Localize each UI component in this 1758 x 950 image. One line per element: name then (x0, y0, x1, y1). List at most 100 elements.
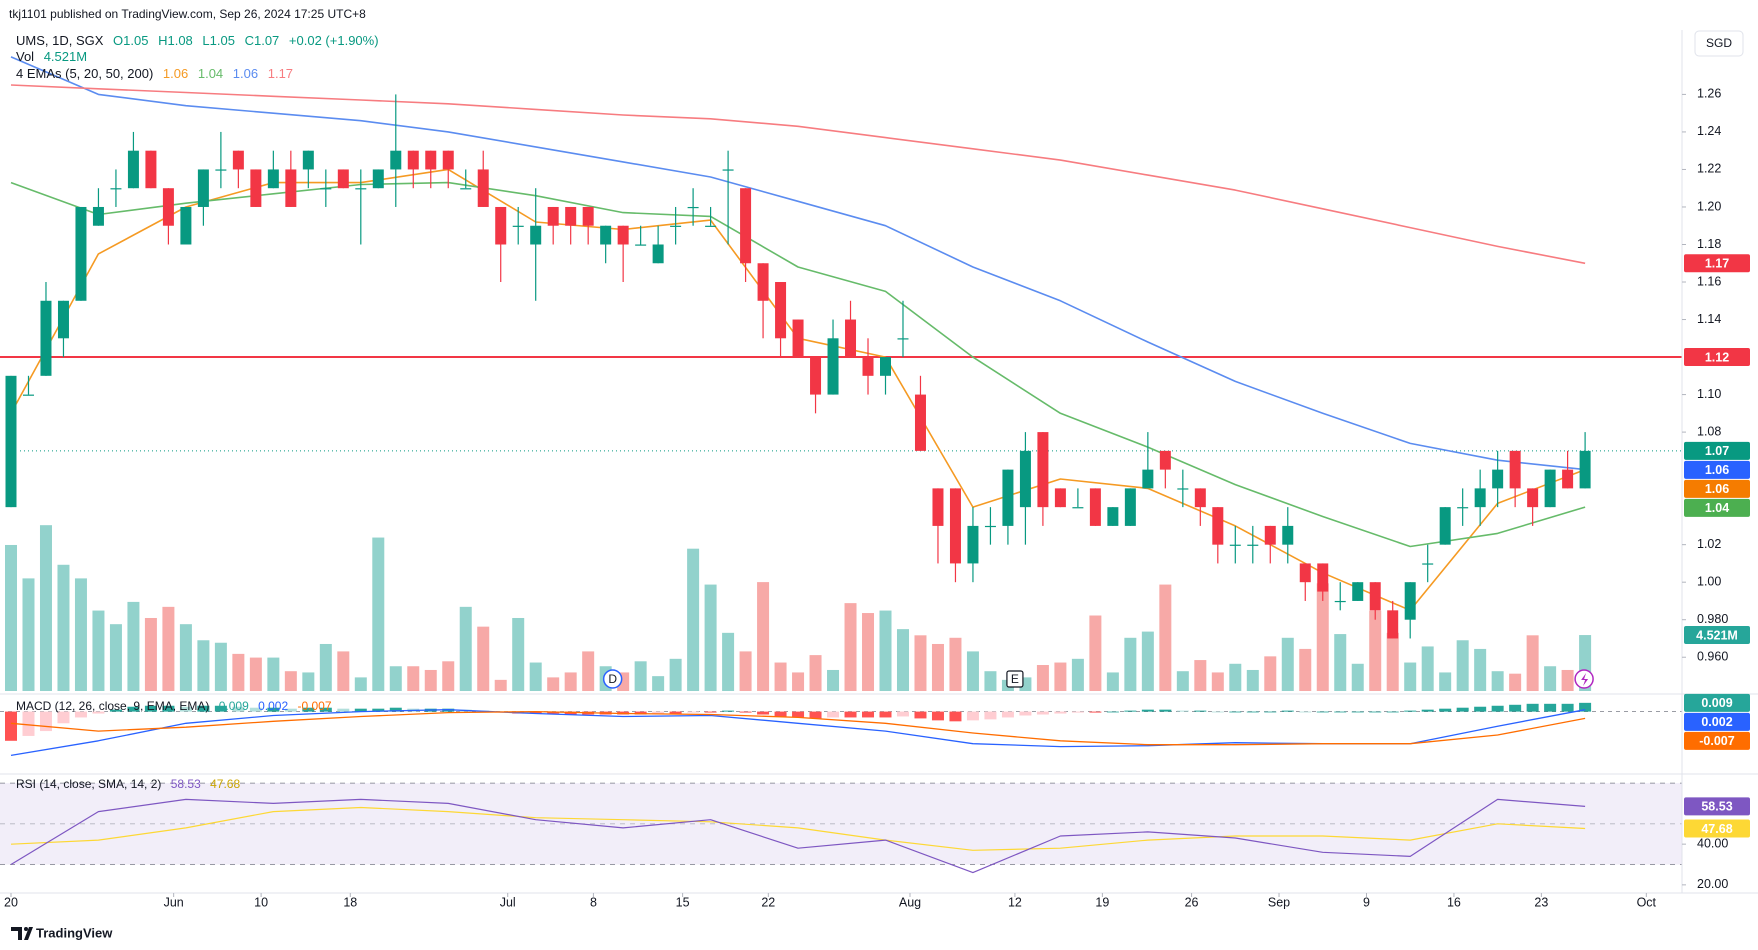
price-badge-label: 1.07 (1705, 444, 1729, 458)
volume-bar (284, 671, 297, 691)
price-badge (1684, 731, 1750, 750)
volume-bar (127, 601, 140, 691)
volume-bar (232, 653, 245, 691)
candle-body (600, 225, 612, 245)
volume-bar (1071, 658, 1084, 691)
candle-body (197, 169, 209, 207)
macd-histogram-bar (1124, 710, 1137, 712)
ema-value: 1.06 (163, 66, 188, 81)
y-tick-label: 20.00 (1697, 877, 1728, 891)
macd-histogram-bar (564, 711, 577, 715)
macd-histogram-bar (1439, 708, 1452, 712)
macd-histogram-bar (1299, 711, 1312, 713)
candle-body (984, 525, 996, 528)
candle-body (827, 338, 839, 395)
macd-histogram-bar (739, 711, 752, 713)
volume-bar (582, 651, 595, 691)
macd-histogram-bar (722, 710, 735, 712)
ohlc-high: H1.08 (158, 33, 193, 48)
volume-bar (1561, 669, 1574, 691)
event-label: E (1011, 672, 1019, 686)
ema-value: 1.17 (268, 66, 293, 81)
volume-bar (5, 544, 17, 691)
candle-body (1247, 544, 1259, 546)
currency[interactable]: SGD (1706, 36, 1732, 50)
signal-line (10, 710, 1586, 746)
y-tick-label: 1.10 (1697, 387, 1721, 401)
candle-body (1282, 525, 1294, 545)
volume-bar (407, 666, 420, 691)
volume-bar (1439, 672, 1452, 691)
candle-body (442, 150, 454, 170)
volume-bar (1386, 632, 1399, 691)
watermark: TradingView (36, 925, 113, 940)
ohlc-close: C1.07 (245, 33, 280, 48)
candle-body (722, 169, 734, 171)
macd-histogram-bar (267, 707, 280, 712)
currency-button[interactable] (1694, 30, 1744, 57)
ema-line (10, 181, 1586, 548)
macd-histogram-bar (1369, 711, 1382, 713)
candle-body (547, 206, 559, 226)
volume-bar (92, 610, 105, 691)
price-badge-label: 58.53 (1701, 800, 1732, 814)
macd-histogram-bar (669, 711, 682, 714)
price-badge (1684, 819, 1750, 838)
y-tick-label: 1.02 (1697, 537, 1721, 551)
legend: tkj1101 published on TradingView.com, Se… (9, 7, 1744, 940)
candle-body (1002, 469, 1014, 526)
candle-body (1072, 507, 1084, 509)
candle-body (320, 188, 332, 190)
volume-bar (1054, 662, 1067, 691)
candle-body (967, 525, 979, 564)
candle-body (1264, 525, 1276, 545)
panes (0, 711, 1682, 865)
macd-histogram-bar (284, 708, 297, 712)
candle-body (792, 319, 804, 358)
macd-histogram-bar (354, 708, 367, 712)
volume-bar (1474, 648, 1487, 691)
candle-body (1177, 488, 1189, 490)
volume-bar (1194, 660, 1207, 691)
macd-histogram-bar (827, 711, 840, 718)
x-tick-label: Oct (1637, 895, 1657, 909)
candle-body (757, 263, 769, 301)
volume-bar (1264, 656, 1277, 691)
candle-body (40, 300, 52, 376)
macd-histogram-bar (1456, 707, 1469, 712)
volume-legend: Vol 4.521M (16, 49, 87, 64)
event-label: D (608, 672, 617, 686)
macd-histogram-bar (879, 711, 892, 718)
volume-bar (214, 642, 227, 691)
volume-bar (1019, 677, 1032, 691)
x-tick-label: 18 (343, 895, 357, 909)
macd-histogram-bar (1001, 711, 1014, 718)
macd-hist-value: 0.009 (219, 699, 249, 713)
volume-bar (669, 658, 682, 691)
macd-histogram-bar (1561, 703, 1574, 712)
macd-histogram-bar (1509, 704, 1522, 712)
macd-histogram-bar (22, 711, 35, 736)
macd-histogram-bar (1264, 711, 1277, 713)
price-badge (1684, 498, 1750, 517)
candle-body (407, 150, 419, 170)
volume-bar (966, 651, 979, 691)
candle-body (565, 206, 577, 226)
candle-body (1194, 488, 1206, 508)
volume-bar (1334, 634, 1347, 691)
candle-body (845, 319, 857, 358)
y-tick-label: 0.980 (1697, 612, 1728, 626)
price-badge-label: 1.06 (1705, 482, 1729, 496)
price-badge-label: 1.17 (1705, 257, 1729, 271)
volume-bar (1036, 665, 1049, 691)
volume-bar (267, 657, 280, 691)
candle-body (92, 206, 104, 226)
candle-body (162, 188, 174, 226)
macd-histogram-bar (1229, 711, 1242, 713)
ohlc-change: +0.02 (+1.90%) (289, 33, 379, 48)
price-badge-label: 1.06 (1705, 463, 1729, 477)
macd-histogram-bar (197, 705, 210, 712)
volume-bar (1544, 666, 1557, 691)
macd-histogram-bar (1141, 709, 1154, 712)
